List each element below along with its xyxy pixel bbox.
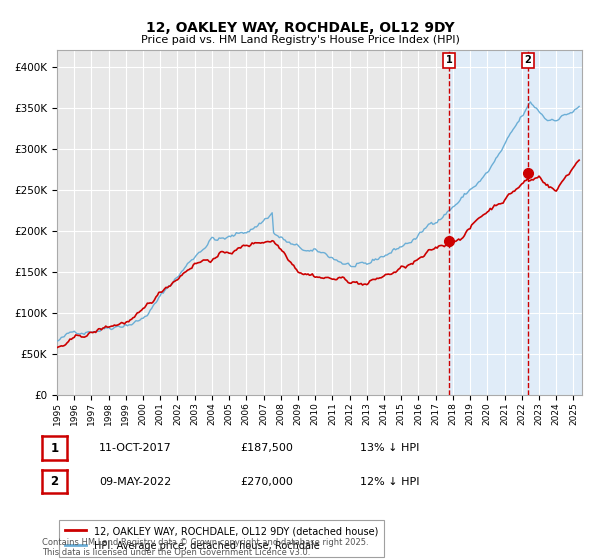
Text: 1: 1	[50, 441, 59, 455]
Text: 12% ↓ HPI: 12% ↓ HPI	[360, 477, 419, 487]
Text: Price paid vs. HM Land Registry's House Price Index (HPI): Price paid vs. HM Land Registry's House …	[140, 35, 460, 45]
Text: 2: 2	[50, 475, 59, 488]
Text: 09-MAY-2022: 09-MAY-2022	[99, 477, 171, 487]
Text: £270,000: £270,000	[240, 477, 293, 487]
Legend: 12, OAKLEY WAY, ROCHDALE, OL12 9DY (detached house), HPI: Average price, detache: 12, OAKLEY WAY, ROCHDALE, OL12 9DY (deta…	[59, 520, 385, 557]
Text: 11-OCT-2017: 11-OCT-2017	[99, 443, 172, 453]
Text: 2: 2	[524, 55, 532, 66]
Text: 1: 1	[446, 55, 452, 66]
Text: £187,500: £187,500	[240, 443, 293, 453]
Text: Contains HM Land Registry data © Crown copyright and database right 2025.
This d: Contains HM Land Registry data © Crown c…	[42, 538, 368, 557]
Text: 13% ↓ HPI: 13% ↓ HPI	[360, 443, 419, 453]
Text: 12, OAKLEY WAY, ROCHDALE, OL12 9DY: 12, OAKLEY WAY, ROCHDALE, OL12 9DY	[146, 21, 454, 35]
Bar	[449, 50, 582, 395]
